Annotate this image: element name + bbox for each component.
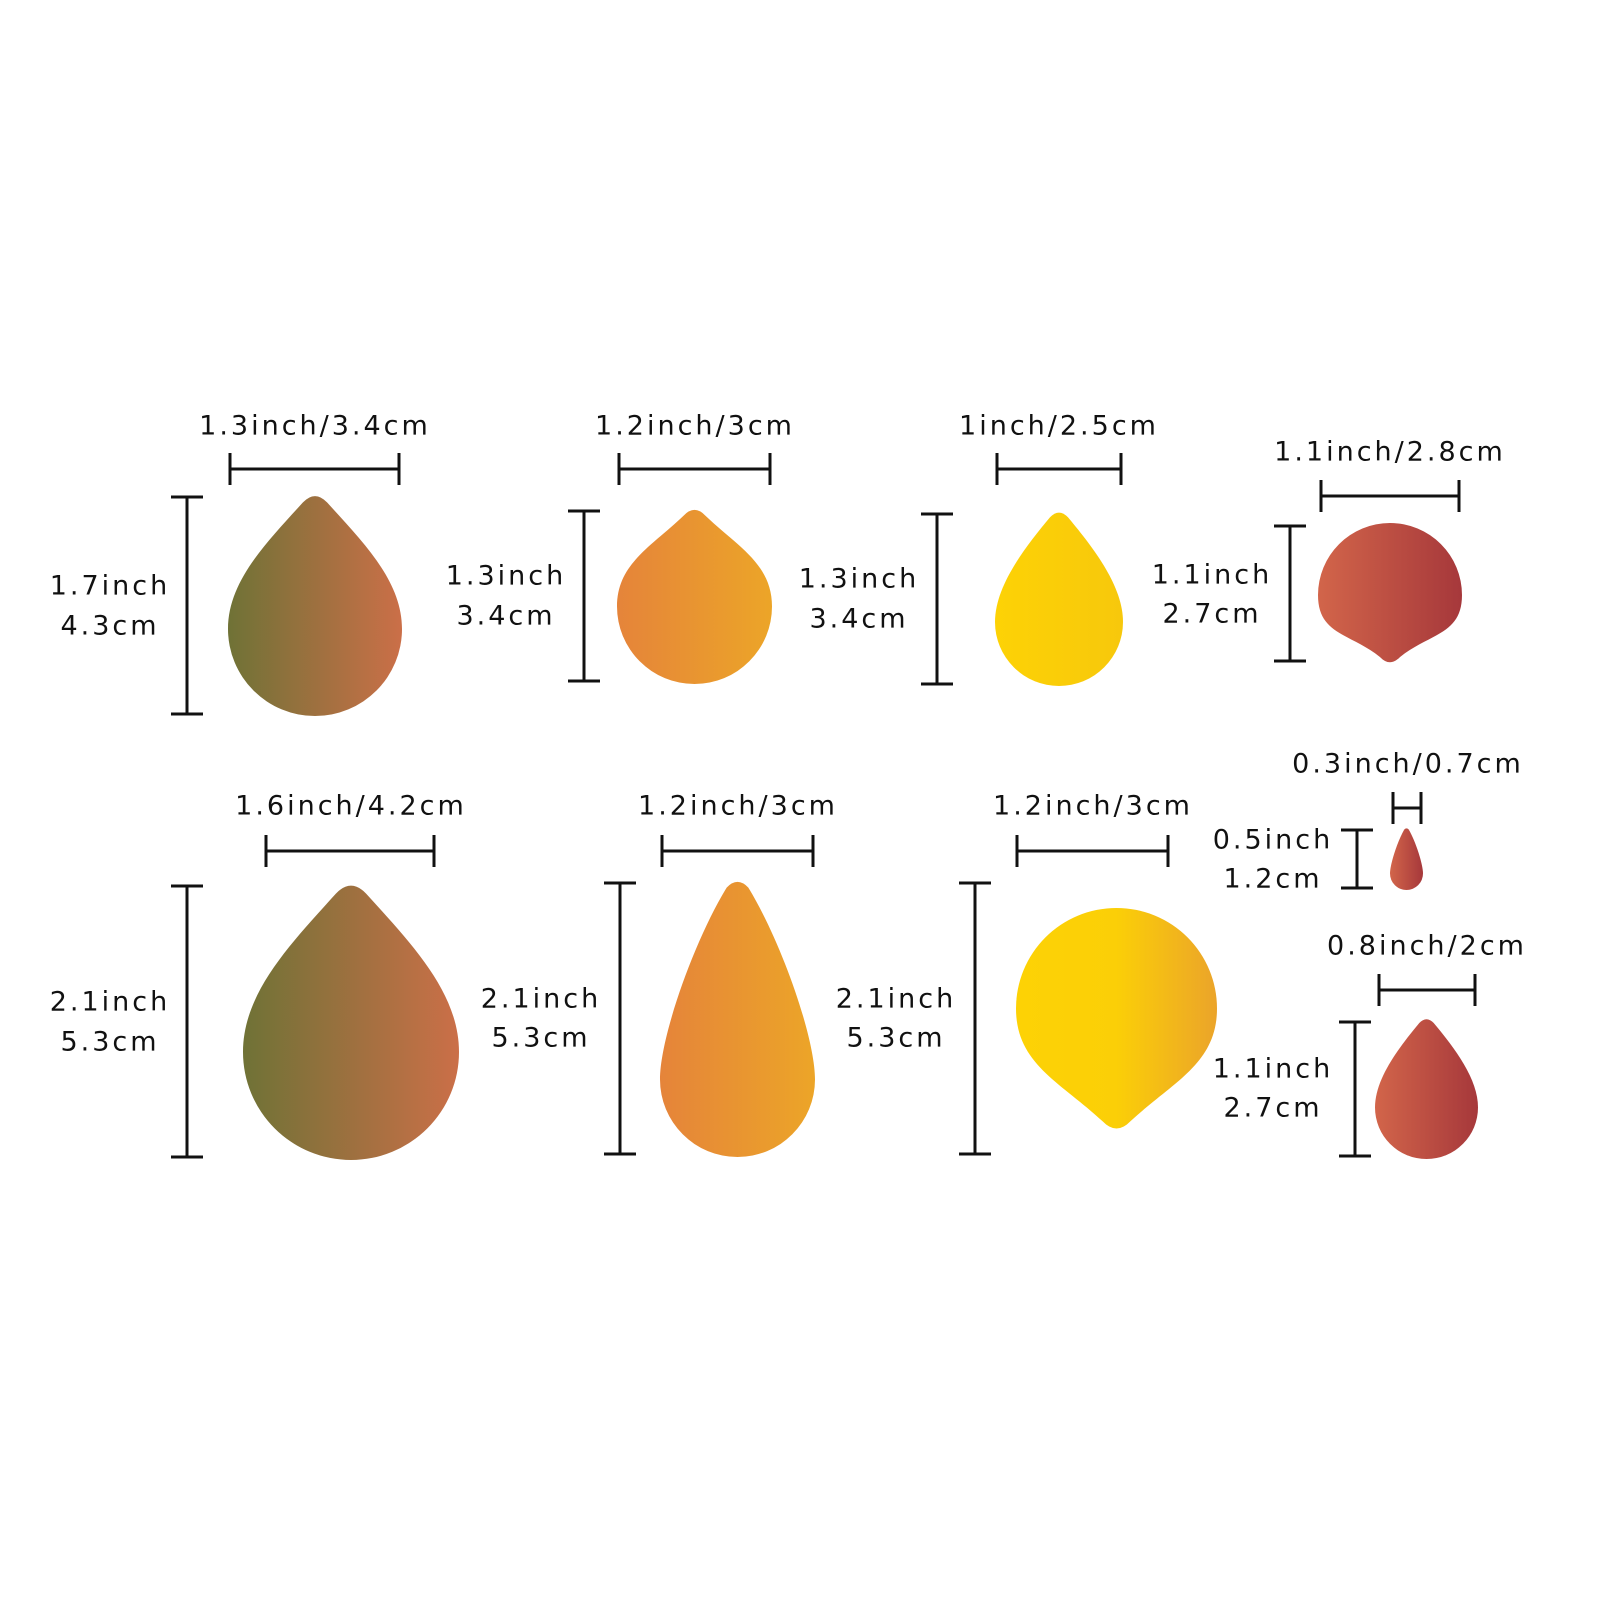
teardrop-shape (659, 881, 815, 1157)
teardrop-shape (617, 509, 772, 684)
height-label: 2.7cm (1162, 599, 1261, 630)
height-label: 1.7inch (50, 571, 171, 602)
height-label: 1.1inch (1152, 560, 1273, 591)
teardrop-shape (1318, 523, 1462, 663)
height-label: 1.3inch (799, 564, 920, 595)
height-label: 2.1inch (50, 987, 171, 1018)
teardrop-shape (243, 885, 459, 1160)
height-label: 5.3cm (491, 1023, 590, 1054)
width-label: 1inch/2.5cm (959, 411, 1159, 442)
height-label: 4.3cm (60, 611, 159, 642)
height-label: 3.4cm (456, 601, 555, 632)
width-label: 1.3inch/3.4cm (199, 411, 431, 442)
teardrop-shape (228, 496, 402, 716)
height-label: 5.3cm (846, 1023, 945, 1054)
teardrop-shape (995, 512, 1123, 686)
height-label: 5.3cm (60, 1027, 159, 1058)
width-label: 1.6inch/4.2cm (235, 791, 467, 822)
teardrop-shape (1390, 828, 1423, 891)
width-label: 0.8inch/2cm (1327, 931, 1527, 962)
height-label: 2.1inch (836, 984, 957, 1015)
height-label: 1.2cm (1223, 864, 1322, 895)
height-label: 2.1inch (481, 984, 602, 1015)
teardrop-shape (1016, 908, 1217, 1129)
height-label: 2.7cm (1223, 1093, 1322, 1124)
width-label: 0.3inch/0.7cm (1292, 749, 1524, 780)
width-label: 1.1inch/2.8cm (1274, 437, 1506, 468)
width-label: 1.2inch/3cm (595, 411, 795, 442)
width-label: 1.2inch/3cm (993, 791, 1193, 822)
height-label: 1.3inch (446, 561, 567, 592)
teardrop-shape (1375, 1019, 1478, 1159)
height-label: 3.4cm (809, 604, 908, 635)
height-label: 1.1inch (1213, 1054, 1334, 1085)
height-label: 0.5inch (1213, 825, 1334, 856)
width-label: 1.2inch/3cm (638, 791, 838, 822)
